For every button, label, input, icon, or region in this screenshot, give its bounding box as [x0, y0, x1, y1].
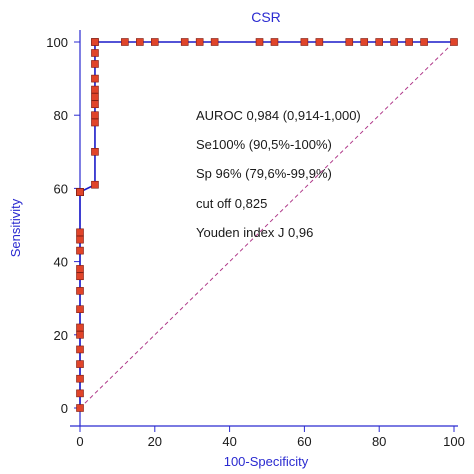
y-tick-label: 0 [61, 401, 68, 416]
roc-point [405, 38, 413, 46]
roc-point [76, 404, 84, 412]
roc-point [76, 323, 84, 332]
x-tick-label: 60 [297, 434, 311, 449]
roc-point [76, 188, 84, 196]
roc-point [76, 345, 84, 354]
annotation-specificity: Sp 96% (79,6%-99,9%) [196, 166, 332, 181]
roc-point [76, 287, 84, 295]
y-axis-label: Sensitivity [8, 198, 23, 257]
roc-point [76, 374, 84, 383]
annotation-cutoff: cut off 0,825 [196, 196, 267, 211]
roc-point [121, 38, 129, 46]
roc-point [151, 38, 159, 46]
roc-point [420, 38, 428, 46]
roc-point [76, 389, 84, 398]
roc-point [345, 38, 354, 46]
roc-point [180, 38, 189, 46]
roc-point [91, 180, 99, 189]
roc-point [360, 38, 369, 46]
roc-point [91, 148, 99, 156]
roc-point [91, 100, 99, 109]
reference-diagonal-line [79, 41, 455, 409]
roc-point [76, 360, 84, 368]
y-tick-label: 20 [54, 328, 68, 343]
y-tick-label: 80 [54, 108, 68, 123]
x-tick-label: 20 [148, 434, 162, 449]
roc-point [210, 38, 219, 46]
annotation-sensitivity: Se100% (90,5%-100%) [196, 137, 332, 152]
x-axis-label: 100-Specificity [224, 454, 309, 469]
roc-point [195, 38, 204, 46]
y-tick-label: 40 [54, 255, 68, 270]
annotation-auroc: AUROC 0,984 (0,914-1,000) [196, 108, 361, 123]
roc-point [270, 38, 279, 46]
roc-point [91, 74, 99, 83]
roc-point [91, 85, 99, 94]
x-tick-label: 0 [76, 434, 83, 449]
roc-point [91, 111, 99, 119]
y-tick-label: 60 [54, 181, 68, 196]
roc-point [76, 235, 84, 244]
y-tick-label: 100 [46, 35, 68, 50]
y-axis-ticks: 0 20 40 60 80 100 [46, 35, 80, 416]
roc-data-markers [76, 38, 458, 412]
x-axis-ticks: 0 20 40 60 80 100 [76, 426, 465, 449]
roc-point [76, 272, 84, 281]
roc-point [91, 49, 99, 57]
roc-point [91, 60, 99, 68]
roc-point [375, 38, 384, 46]
roc-point [136, 38, 144, 46]
roc-point [76, 265, 84, 273]
x-tick-label: 100 [443, 434, 465, 449]
roc-point [76, 330, 84, 339]
roc-point [255, 38, 264, 46]
x-tick-label: 80 [372, 434, 386, 449]
roc-point [91, 93, 99, 101]
x-tick-label: 40 [222, 434, 236, 449]
roc-point [76, 246, 84, 255]
roc-point [91, 118, 99, 127]
roc-point [76, 228, 84, 237]
roc-point [450, 38, 458, 46]
chart-title: CSR [251, 9, 281, 25]
annotation-youden: Youden index J 0,96 [196, 225, 313, 240]
roc-point [390, 38, 398, 46]
roc-point [300, 38, 309, 46]
roc-point [91, 38, 99, 46]
roc-point [76, 305, 84, 313]
roc-point [315, 38, 324, 46]
